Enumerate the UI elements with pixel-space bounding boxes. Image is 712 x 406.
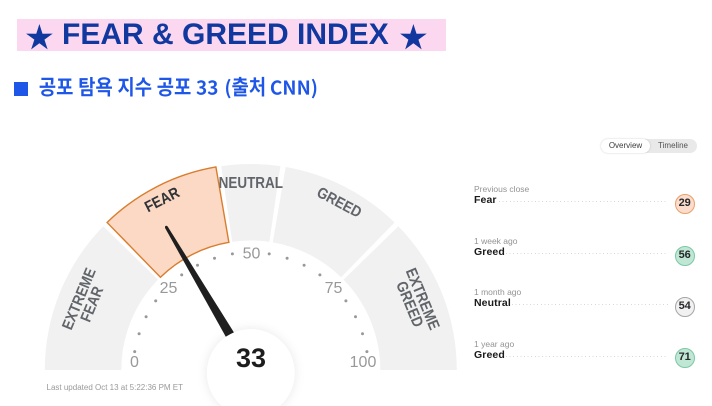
svg-text:NEUTRAL: NEUTRAL <box>219 175 283 192</box>
svg-text:100: 100 <box>350 354 377 371</box>
svg-text:25: 25 <box>160 280 178 297</box>
svg-text:75: 75 <box>325 280 343 297</box>
svg-text:0: 0 <box>130 354 139 371</box>
svg-text:33: 33 <box>236 343 266 373</box>
svg-text:50: 50 <box>243 246 261 263</box>
